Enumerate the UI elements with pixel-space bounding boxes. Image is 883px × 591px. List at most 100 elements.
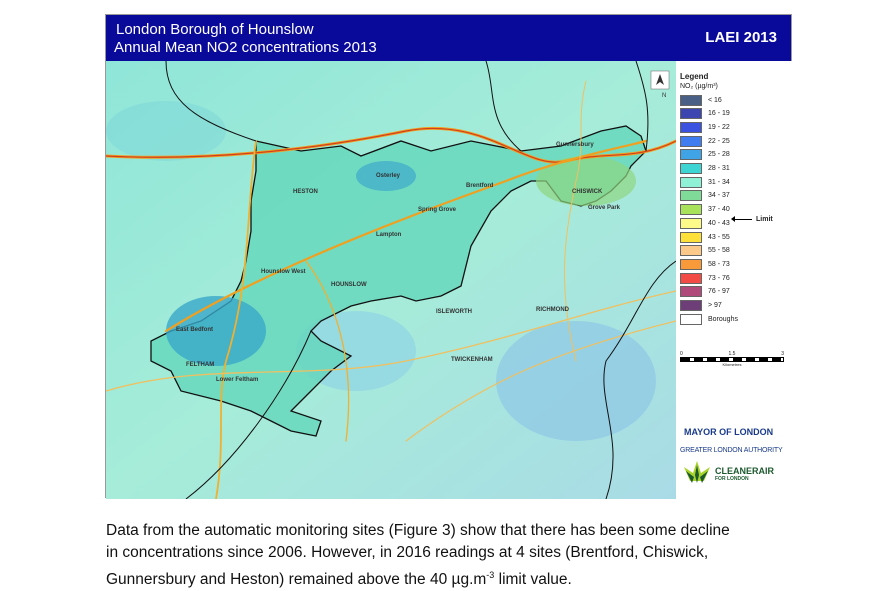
- legend-item: 34 - 37: [680, 190, 730, 202]
- legend-swatch: [680, 217, 702, 229]
- legend-item: 22 - 25: [680, 135, 730, 147]
- map-title-bar: London Borough of Hounslow Annual Mean N…: [106, 15, 791, 61]
- legend-item: 55 - 58: [680, 245, 730, 257]
- north-arrow-icon: N: [650, 70, 670, 99]
- legend-label: 76 - 97: [708, 288, 730, 296]
- osterley-park: [356, 161, 416, 191]
- legend-swatch: [680, 135, 702, 147]
- hounslow-borough: [150, 125, 647, 437]
- legend-label: 55 - 58: [708, 247, 730, 255]
- legend-item: > 97: [680, 300, 722, 311]
- map-label: Osterley: [376, 173, 401, 179]
- legend-label: 34 - 37: [708, 192, 730, 200]
- legend-swatch: [680, 204, 702, 216]
- legend-swatch: [680, 300, 702, 311]
- legend-swatch: [680, 163, 702, 174]
- legend-label: 22 - 25: [708, 137, 730, 145]
- cleaner-air-sub: FOR LONDON: [715, 476, 749, 482]
- major-roads: [106, 80, 676, 499]
- map-label: RICHMOND: [536, 307, 570, 313]
- concentration-map: HESTON ISLEWORTH CHISWICK FELTHAM Brentf…: [106, 61, 676, 499]
- legend-unit: NO₂ (µg/m³): [680, 83, 718, 90]
- map-legend: Legend NO₂ (µg/m³) < 16 16 - 19 19 - 22 22 …: [676, 61, 793, 499]
- scale-tick: 1.5: [728, 351, 736, 357]
- legend-swatch: [680, 149, 702, 161]
- legend-item: 73 - 76: [680, 272, 730, 284]
- legend-label: 25 - 28: [708, 151, 730, 159]
- map-label: East Bedfont: [176, 327, 213, 333]
- arrow-left-icon: [731, 216, 752, 221]
- no2-map-figure: London Borough of Hounslow Annual Mean N…: [105, 14, 793, 499]
- legend-swatch: [680, 286, 702, 298]
- laei-badge: LAEI 2013: [705, 29, 777, 46]
- map-title-line1: London Borough of Hounslow: [116, 21, 314, 38]
- map-label: Lampton: [376, 232, 402, 238]
- legend-item: 19 - 22: [680, 121, 730, 133]
- legend-item: 16 - 19: [680, 108, 730, 120]
- other-boroughs: [165, 61, 676, 499]
- legend-item: 40 - 43: [680, 217, 730, 229]
- legend-label: 58 - 73: [708, 260, 730, 268]
- map-label: Hounslow West: [261, 269, 306, 275]
- legend-label: < 16: [708, 96, 722, 104]
- legend-swatch: [680, 108, 702, 120]
- legend-swatch: [680, 176, 702, 188]
- legend-swatch: [680, 231, 702, 243]
- map-label: TWICKENHAM: [451, 357, 493, 363]
- caption-line: in concentrations since 2006. However, i…: [106, 544, 709, 561]
- legend-swatch: [680, 121, 702, 133]
- mayor-of-london-logo: MAYOR OF LONDON: [684, 427, 774, 437]
- caption-superscript: -3: [486, 570, 495, 580]
- map-label: FELTHAM: [186, 362, 214, 368]
- map-label: Grove Park: [588, 205, 621, 211]
- legend-item: 37 - 40: [680, 204, 730, 216]
- legend-swatch: [680, 190, 702, 202]
- legend-label: 31 - 34: [708, 178, 730, 186]
- limit-indicator: Limit: [731, 216, 773, 223]
- scale-unit: Kilometres: [722, 362, 742, 367]
- legend-label: 16 - 19: [708, 110, 730, 118]
- legend-label: 19 - 22: [708, 123, 730, 131]
- limit-label: Limit: [756, 216, 773, 223]
- legend-item: 28 - 31: [680, 163, 730, 174]
- caption-line: Data from the automatic monitoring sites…: [106, 522, 730, 539]
- map-label: Lower Feltham: [216, 377, 258, 383]
- map-label: HESTON: [293, 189, 318, 195]
- map-title-line2: Annual Mean NO2 concentrations 2013: [114, 39, 377, 56]
- map-label: CHISWICK: [572, 189, 603, 195]
- caption-text: limit value.: [494, 571, 572, 589]
- legend-label: 73 - 76: [708, 274, 730, 282]
- leaf-icon: [684, 461, 710, 483]
- legend-item: Boroughs: [680, 313, 738, 325]
- gla-logo: GREATER LONDON AUTHORITY: [680, 447, 783, 454]
- legend-item: 25 - 28: [680, 149, 730, 161]
- map-label: HOUNSLOW: [331, 282, 367, 288]
- body-paragraph: Data from the automatic monitoring sites…: [106, 520, 806, 591]
- legend-label: 28 - 31: [708, 165, 730, 172]
- map-label: ISLEWORTH: [436, 309, 472, 315]
- legend-label: Boroughs: [708, 315, 738, 323]
- legend-title: Legend: [680, 72, 709, 81]
- legend-item: 43 - 55: [680, 231, 730, 243]
- legend-item: < 16: [680, 94, 722, 106]
- cleaner-air-logo: CLEANERAIR FOR LONDON: [682, 461, 774, 487]
- caption-text: Gunnersbury and Heston) remained above t…: [106, 571, 487, 589]
- legend-swatch: [680, 272, 702, 284]
- legend-label: > 97: [708, 302, 722, 309]
- caption-line: Gunnersbury and Heston) remained above t…: [106, 564, 806, 591]
- map-label: Gunnersbury: [556, 142, 594, 148]
- scale-tick: 3: [781, 351, 784, 357]
- legend-label: 40 - 43: [708, 219, 730, 227]
- legend-item: 76 - 97: [680, 286, 730, 298]
- legend-item: 31 - 34: [680, 176, 730, 188]
- legend-item: 58 - 73: [680, 258, 730, 270]
- legend-swatch: [680, 245, 702, 257]
- hounslow-heath: [166, 296, 266, 366]
- map-label: Brentford: [466, 183, 494, 189]
- cleaner-air-title: CLEANERAIR: [715, 466, 775, 476]
- legend-swatch: [680, 258, 702, 270]
- scale-tick: 0: [680, 351, 683, 357]
- low-area: [496, 321, 656, 441]
- map-label: Spring Grove: [418, 207, 457, 213]
- low-area: [106, 101, 226, 161]
